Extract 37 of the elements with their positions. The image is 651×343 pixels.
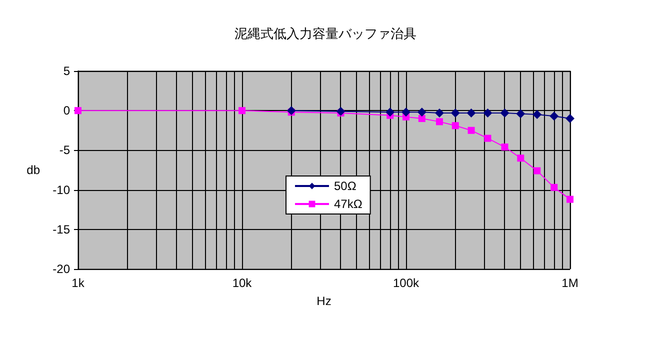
point: [386, 108, 395, 117]
y-tick-label: 0: [63, 104, 70, 118]
x-tick-label: 10k: [232, 276, 253, 290]
point: [468, 126, 475, 134]
point: [534, 167, 541, 174]
x-tick-label: 1M: [562, 276, 578, 290]
point: [516, 109, 526, 118]
point: [566, 196, 574, 203]
legend-label: 50Ω: [334, 179, 356, 193]
point: [484, 134, 492, 142]
y-tick-label: -5: [59, 143, 70, 158]
point: [436, 118, 443, 126]
x-tick-label: 1k: [72, 276, 86, 290]
point: [418, 115, 426, 122]
point: [517, 154, 524, 162]
point: [452, 122, 459, 130]
point: [566, 114, 574, 124]
x-axis-title: Hz: [316, 294, 332, 308]
point: [417, 108, 426, 117]
point: [500, 108, 510, 118]
point: [501, 144, 508, 151]
legend-label: 47kΩ: [334, 197, 362, 211]
point: [450, 108, 460, 118]
y-axis-title: db: [26, 163, 40, 177]
point: [402, 108, 410, 117]
point: [532, 110, 542, 120]
y-tick-label: 5: [63, 64, 70, 78]
point: [466, 108, 476, 118]
y-tick-label: -15: [52, 222, 70, 236]
point: [483, 108, 492, 118]
y-tick-label: -10: [52, 182, 70, 197]
chart-title: 泥縄式低入力容量バッファ治具: [234, 26, 416, 41]
point: [550, 112, 559, 121]
point: [434, 108, 444, 118]
y-tick-label: -20: [52, 262, 70, 276]
x-tick-label: 100k: [392, 276, 420, 290]
point: [550, 184, 558, 191]
